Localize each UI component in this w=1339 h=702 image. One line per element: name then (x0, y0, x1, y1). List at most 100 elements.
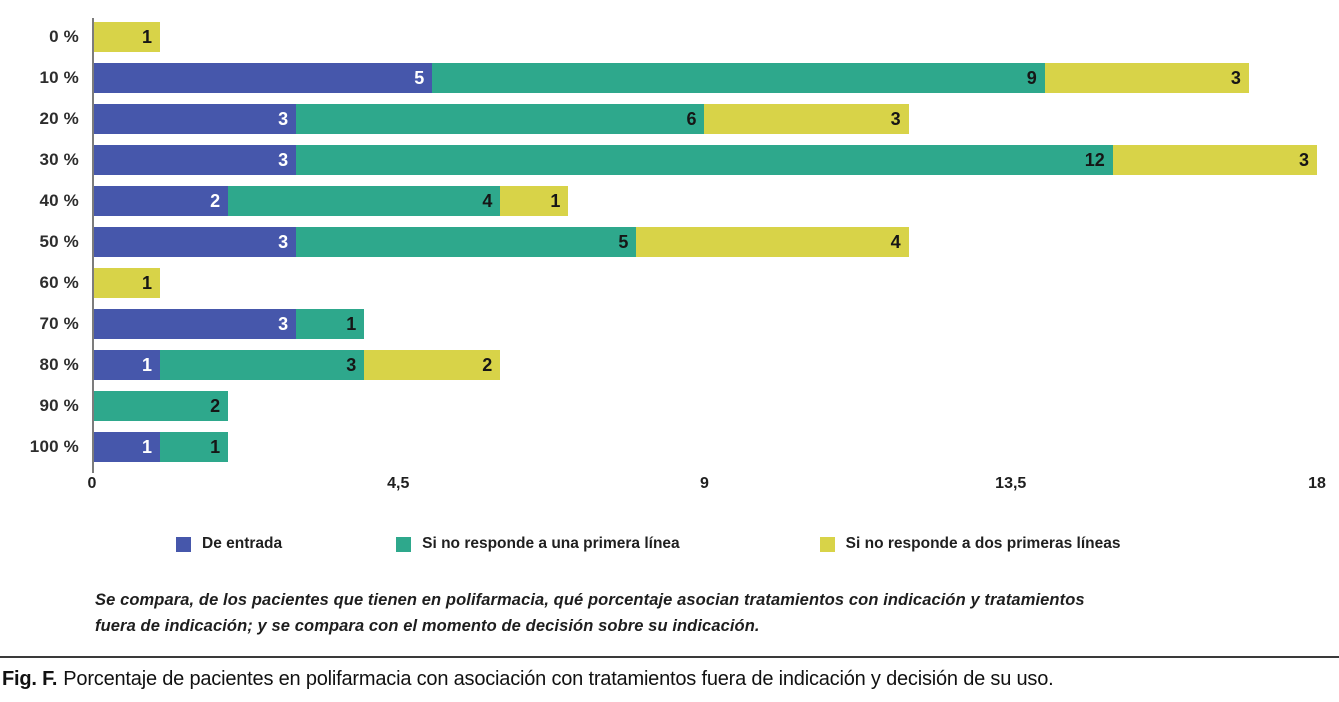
value-label: 3 (1298, 149, 1309, 170)
value-label: 3 (346, 354, 357, 375)
bar-stack: 1 (92, 21, 1317, 52)
value-label: 4 (890, 231, 901, 252)
bar-segment: 12 (296, 144, 1113, 175)
legend-swatch-blue (176, 536, 191, 552)
bar-stack: 2 (92, 390, 1317, 421)
bar-segment: 3 (92, 103, 297, 134)
bar-stack: 3 5 4 (92, 226, 1317, 257)
category-label: 40 % (39, 190, 79, 210)
figure-caption-text: Porcentaje de pacientes en polifarmacia … (63, 668, 1054, 690)
bar-segment: 9 (432, 62, 1045, 93)
legend-swatch-yellow (819, 536, 835, 552)
caption-divider (0, 656, 1339, 658)
value-label: 1 (550, 190, 561, 211)
bar-segment: 1 (296, 308, 365, 339)
value-label: 5 (414, 67, 425, 88)
bar-segment: 5 (92, 62, 433, 93)
bar-stack: 2 4 1 (92, 185, 1317, 216)
bar-segment: 3 (1044, 62, 1249, 93)
bar-segment: 3 (92, 226, 297, 257)
stacked-bar-chart: 0 % 1 10 % 5 9 3 20 % 3 6 3 30 % 3 12 3 40 % 2 4 1 50 % 3 5 4… (0, 16, 1339, 503)
x-tick-label: 13,5 (995, 475, 1027, 492)
x-axis: 0 4,5 9 13,5 18 (88, 467, 1326, 503)
bar-row: 90 % 2 (0, 385, 1339, 426)
bar-stack: 3 12 3 (92, 144, 1317, 175)
value-label: 4 (482, 190, 493, 211)
legend-item-de-entrada: De entrada (176, 535, 282, 553)
value-label: 1 (346, 313, 357, 334)
category-label: 0 % (49, 26, 79, 46)
bar-segment: 1 (92, 431, 161, 462)
category-label: 70 % (39, 313, 79, 333)
legend-label: Si no responde a dos primeras líneas (845, 535, 1121, 552)
plot-area: 0 % 1 10 % 5 9 3 20 % 3 6 3 30 % 3 12 3 40 % 2 4 1 50 % 3 5 4… (0, 16, 1339, 473)
x-tick-label: 4,5 (387, 475, 410, 492)
bar-segment: 3 (1112, 144, 1317, 175)
x-tick-label: 18 (1308, 475, 1326, 492)
bar-segment: 1 (160, 431, 229, 462)
bar-row: 80 % 1 3 2 (0, 344, 1339, 385)
category-label: 90 % (39, 395, 79, 415)
legend-swatch-teal (396, 536, 412, 552)
category-label: 60 % (39, 272, 79, 292)
value-label: 3 (278, 108, 289, 129)
bar-stack: 3 6 3 (92, 103, 1317, 134)
category-label: 10 % (39, 67, 79, 87)
value-label: 1 (142, 272, 153, 293)
figure-caption-label: Fig. F. (2, 668, 58, 690)
bar-segment: 3 (92, 144, 297, 175)
value-label: 3 (1230, 67, 1241, 88)
value-label: 1 (142, 26, 153, 47)
category-label: 100 % (29, 436, 79, 456)
bar-segment: 2 (92, 185, 229, 216)
bar-stack: 1 (92, 267, 1317, 298)
study-note-line: Se compara, de los pacientes que tienen … (95, 591, 1085, 609)
legend-label: De entrada (202, 535, 283, 552)
value-label: 3 (278, 149, 289, 170)
value-label: 2 (210, 395, 221, 416)
bar-segment: 1 (92, 349, 161, 380)
category-label: 30 % (39, 149, 79, 169)
legend: De entrada Si no responde a una primera … (0, 535, 1339, 553)
x-tick-label: 0 (87, 475, 97, 492)
x-tick-label: 9 (700, 475, 709, 492)
value-label: 1 (210, 436, 221, 457)
bar-segment: 2 (364, 349, 501, 380)
study-note: Se compara, de los pacientes que tienen … (0, 587, 1339, 639)
bar-row: 30 % 3 12 3 (0, 139, 1339, 180)
value-label: 6 (686, 108, 697, 129)
value-label: 12 (1084, 149, 1105, 170)
bar-segment: 5 (296, 226, 637, 257)
legend-item-primera-linea: Si no responde a una primera línea (396, 535, 680, 553)
bar-row: 40 % 2 4 1 (0, 180, 1339, 221)
y-axis-line (92, 18, 94, 473)
bar-row: 50 % 3 5 4 (0, 221, 1339, 262)
bar-segment: 4 (636, 226, 909, 257)
category-label: 20 % (39, 108, 79, 128)
value-label: 3 (890, 108, 901, 129)
value-label: 1 (142, 436, 153, 457)
bar-row: 20 % 3 6 3 (0, 98, 1339, 139)
bar-segment: 3 (704, 103, 909, 134)
study-note-line: fuera de indicación; y se compara con el… (95, 617, 760, 635)
bar-row: 0 % 1 (0, 16, 1339, 57)
value-label: 5 (618, 231, 629, 252)
legend-item-dos-primeras-lineas: Si no responde a dos primeras líneas (819, 535, 1121, 553)
bar-segment: 1 (92, 21, 161, 52)
bar-segment: 6 (296, 103, 705, 134)
figure-caption: Fig. F. Porcentaje de pacientes en polifa… (2, 668, 1339, 691)
value-label: 1 (142, 354, 153, 375)
bar-stack: 5 9 3 (92, 62, 1317, 93)
value-label: 3 (278, 313, 289, 334)
category-label: 80 % (39, 354, 79, 374)
bar-row: 70 % 3 1 (0, 303, 1339, 344)
value-label: 3 (278, 231, 289, 252)
bar-row: 60 % 1 (0, 262, 1339, 303)
bar-segment: 2 (92, 390, 229, 421)
bar-row: 100 % 1 1 (0, 426, 1339, 467)
value-label: 9 (1026, 67, 1037, 88)
bar-stack: 1 3 2 (92, 349, 1317, 380)
